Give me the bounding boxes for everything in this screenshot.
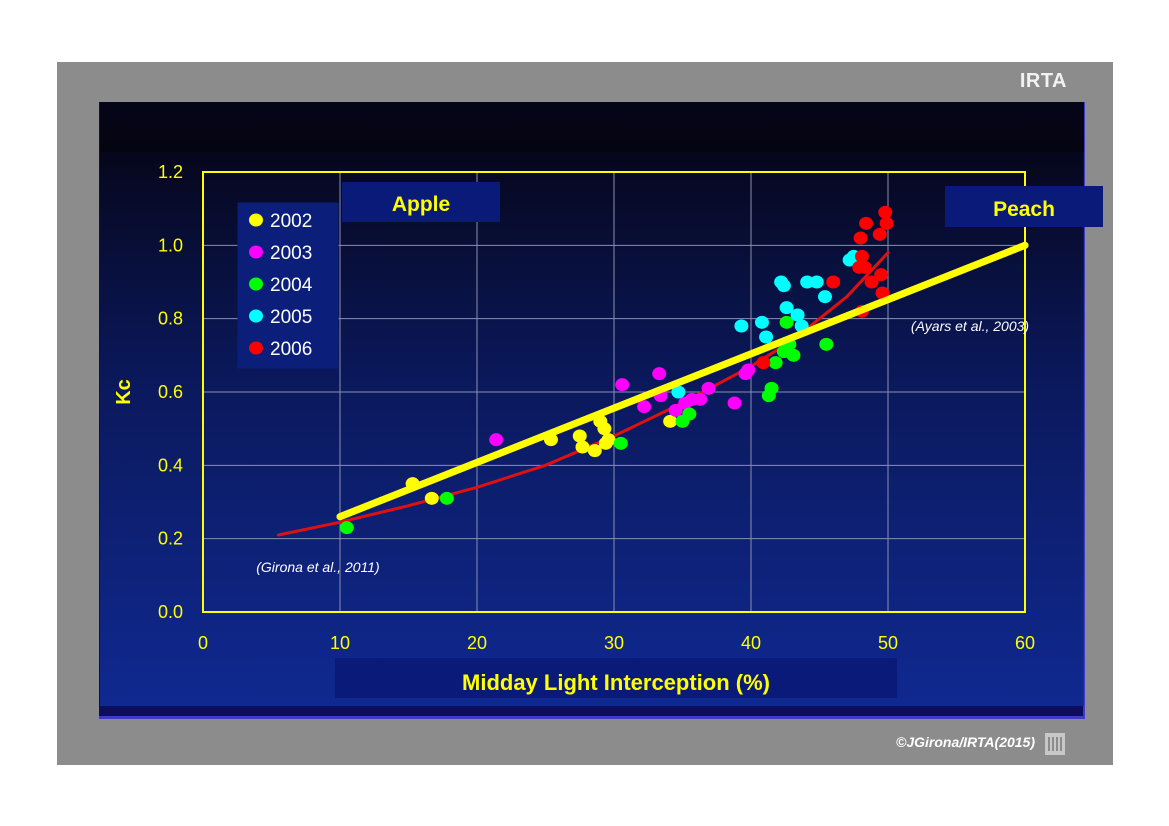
peach-label: Peach: [993, 198, 1055, 221]
y-tick-label: 1.2: [158, 162, 183, 182]
data-point-2004: [768, 356, 783, 370]
data-point-2006: [879, 216, 894, 230]
y-tick-label: 1.0: [158, 235, 183, 255]
data-point-2005: [671, 385, 686, 399]
curve-fit-line: [276, 251, 890, 537]
legend-label-2004: 2004: [270, 275, 313, 296]
data-point-2003: [615, 378, 630, 392]
data-point-2005: [809, 275, 824, 289]
x-tick-label: 20: [467, 633, 487, 653]
data-point-2004: [819, 337, 834, 351]
y-tick-label: 0.0: [158, 602, 183, 622]
panel-top-band: [100, 102, 1084, 152]
data-point-2004: [786, 348, 801, 362]
y-tick-label: 0.2: [158, 529, 183, 549]
apple-label-box: [342, 182, 500, 222]
data-point-2005: [790, 308, 805, 322]
data-point-2002: [597, 422, 612, 436]
legend-marker-2006: [249, 341, 263, 355]
data-point-2002: [424, 491, 439, 505]
x-tick-label: 30: [604, 633, 624, 653]
data-point-2002: [587, 444, 602, 458]
data-point-2006: [853, 231, 868, 245]
x-axis-label-box: [335, 658, 897, 698]
data-point-2004: [613, 436, 628, 450]
data-point-2005: [779, 301, 794, 315]
legend-label-2005: 2005: [270, 307, 312, 328]
y-tick-label: 0.4: [158, 455, 183, 475]
apple-label: Apple: [392, 193, 450, 216]
data-point-2003: [693, 392, 708, 406]
data-point-2006: [875, 286, 890, 300]
data-point-2004: [764, 381, 779, 395]
legend-marker-2002: [249, 213, 263, 227]
legend-marker-2005: [249, 309, 263, 323]
irta-logo: IRTA: [1019, 70, 1067, 92]
data-point-2005: [734, 319, 749, 333]
data-point-2002: [663, 414, 678, 428]
data-point-2006: [857, 260, 872, 274]
data-point-2004: [339, 521, 354, 535]
x-tick-labels: 0 10 20 30 40 50 60: [198, 633, 1035, 653]
y-axis-label: Kc: [113, 379, 135, 405]
data-point-2003: [701, 381, 716, 395]
legend-label-2002: 2002: [270, 211, 312, 232]
data-point-2003: [489, 433, 504, 447]
data-point-2005: [754, 315, 769, 329]
data-points: [336, 205, 1029, 535]
data-point-2002: [601, 433, 616, 447]
data-point-2004: [779, 315, 794, 329]
data-point-2006: [854, 249, 869, 263]
peach-label-box: [945, 186, 1103, 227]
legend-label-2006: 2006: [270, 339, 312, 360]
plot-border: [202, 171, 1026, 613]
data-point-2006: [874, 268, 889, 282]
data-point-2003: [727, 396, 742, 410]
legend: 2002 2003 2004 2005 2006: [249, 211, 313, 360]
legend-marker-2004: [249, 277, 263, 291]
data-point-2002: [575, 440, 590, 454]
x-tick-label: 10: [330, 633, 350, 653]
copyright-text: ©JGirona/IRTA(2015): [896, 734, 1035, 750]
data-point-2002: [572, 429, 587, 443]
x-tick-label: 60: [1015, 633, 1035, 653]
data-point-2006: [872, 227, 887, 241]
data-point-2003: [637, 400, 652, 414]
girona-citation: (Girona et al., 2011): [256, 559, 379, 575]
data-point-2003: [652, 367, 667, 381]
x-tick-label: 0: [198, 633, 208, 653]
data-point-2005: [759, 330, 774, 344]
data-point-2003: [668, 403, 683, 417]
x-tick-label: 50: [878, 633, 898, 653]
data-point-2004: [439, 491, 454, 505]
y-tick-labels: 0.0 0.2 0.4 0.6 0.8 1.0 1.2: [158, 162, 183, 622]
grid: [202, 171, 1026, 613]
x-axis-label: Midday Light Interception (%): [462, 670, 770, 695]
data-point-2005: [776, 279, 791, 293]
data-point-2005: [800, 275, 815, 289]
seal-icon: [1045, 733, 1065, 755]
data-point-2003: [741, 363, 756, 377]
data-point-2006: [864, 275, 879, 289]
data-point-2006: [878, 205, 893, 219]
data-point-2004: [682, 407, 697, 421]
x-tick-label: 40: [741, 633, 761, 653]
ayars-citation: (Ayars et al., 2003): [911, 318, 1029, 334]
data-point-2005: [817, 290, 832, 304]
linear-fit-line-overlay: [336, 241, 1029, 521]
data-point-2006: [756, 356, 771, 370]
legend-label-2003: 2003: [270, 243, 312, 264]
y-tick-label: 0.6: [158, 382, 183, 402]
data-point-2006: [826, 275, 841, 289]
y-tick-label: 0.8: [158, 309, 183, 329]
legend-marker-2003: [249, 245, 263, 259]
data-point-2006: [859, 216, 874, 230]
